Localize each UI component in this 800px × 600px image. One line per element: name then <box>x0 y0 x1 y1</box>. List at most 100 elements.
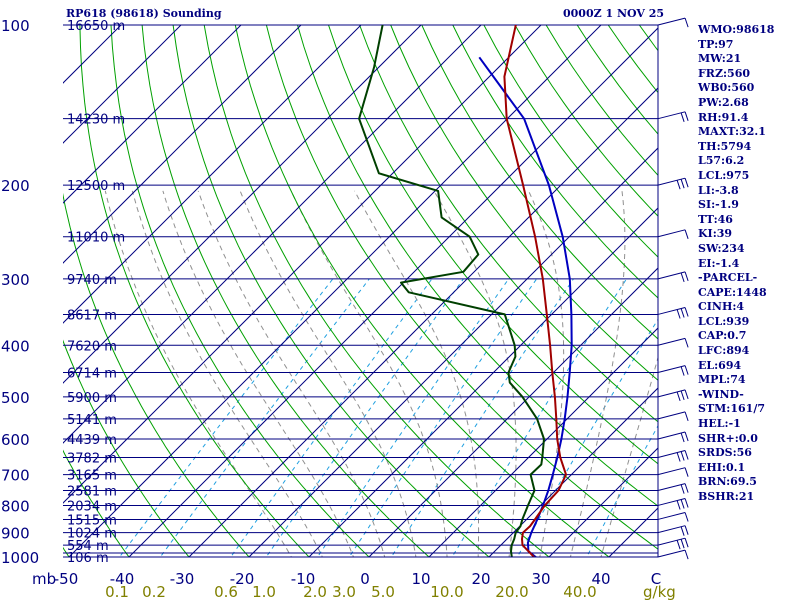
height-label: 554 m <box>67 539 109 554</box>
wind-barb-flag <box>684 178 689 188</box>
wind-barb-flag <box>684 17 689 28</box>
height-label: 6714 m <box>67 367 117 382</box>
wind-barb-staff <box>657 537 686 546</box>
wind-barb-flag <box>684 525 689 535</box>
valid-time: 0000Z 1 NOV 25 <box>563 7 665 20</box>
index-item: STM:161/7 <box>698 402 765 416</box>
wind-barb-flag <box>676 180 681 190</box>
wind-barb-flag <box>680 484 685 494</box>
wind-barb-staff <box>657 177 686 186</box>
dry-adiabat <box>63 546 70 557</box>
height-label: 1024 m <box>67 527 117 542</box>
pressure-tick-label: 300 <box>1 271 30 289</box>
pressure-tick-label: 1000 <box>1 549 39 567</box>
index-item: -WIND- <box>698 387 744 401</box>
height-label: 106 m <box>67 551 109 566</box>
wind-barb-flag <box>684 431 689 442</box>
wind-barb-flag <box>684 111 689 121</box>
index-item: TH:5794 <box>698 139 752 153</box>
wind-barb-staff <box>657 365 686 373</box>
moist-adiabat <box>162 190 355 557</box>
wind-barb-flag <box>676 500 681 510</box>
mixing-ratio-line <box>390 278 574 557</box>
pressure-tick-label: 900 <box>1 525 30 543</box>
dry-adiabat <box>110 25 370 557</box>
wind-barb-flag <box>680 179 685 189</box>
mixing-ratio-tick-label: 1.0 <box>252 583 276 600</box>
isotherm <box>188 87 658 557</box>
mixing-ratio-tick-label: 20.0 <box>495 583 528 600</box>
index-item: LI:-3.8 <box>698 183 739 197</box>
isotherm <box>368 267 658 557</box>
mixing-ratio-tick-label: 2.0 <box>303 583 327 600</box>
height-label: 2034 m <box>67 499 117 514</box>
index-item: BSHR:21 <box>698 490 755 503</box>
index-item: HEL:-1 <box>698 417 741 431</box>
isotherm <box>248 147 658 557</box>
index-item: FRZ:560 <box>698 66 751 80</box>
isotherm <box>128 27 658 557</box>
height-label: 5900 m <box>67 391 117 406</box>
index-item: CINH:4 <box>698 300 745 314</box>
parcel-line <box>478 56 573 557</box>
index-item: WB0:560 <box>698 81 755 95</box>
temperature-tick-label: 10 <box>411 570 430 588</box>
index-item: SRDS:56 <box>698 446 752 460</box>
index-item: EI:-1.4 <box>698 256 740 270</box>
mixing-ratio-line <box>516 318 658 557</box>
wind-barb-staff <box>657 450 686 458</box>
mixing-ratio-unit-label: g/kg <box>643 583 676 600</box>
wind-barb-flag <box>676 452 681 462</box>
wind-barb-flag <box>684 389 689 400</box>
isotherm <box>68 25 602 557</box>
plot-frame <box>63 25 659 558</box>
wind-barb-flag <box>680 308 685 318</box>
index-item: EHI:0.1 <box>698 460 746 474</box>
pressure-tick-label: 400 <box>1 337 30 355</box>
pressure-tick-label: 600 <box>1 431 30 449</box>
dry-adiabat <box>483 25 658 258</box>
moist-adiabat <box>433 190 517 557</box>
isotherm <box>63 25 482 444</box>
wind-barb-flag <box>684 229 689 239</box>
moist-adiabat <box>290 190 448 557</box>
wind-barb-flag <box>684 450 689 460</box>
mixing-ratio-tick-label: 40.0 <box>563 583 596 600</box>
wind-barb-flag <box>684 338 689 348</box>
index-item: CAP:0.7 <box>698 329 747 343</box>
mixing-ratio-tick-label: 0.2 <box>142 583 166 600</box>
wind-barb-flag <box>680 112 685 122</box>
pressure-tick-label: 100 <box>1 17 30 35</box>
index-item: CAPE:1448 <box>698 285 767 299</box>
wind-barb-flag <box>680 272 685 283</box>
mixing-ratio-tick-label: 3.0 <box>332 583 356 600</box>
index-item: MPL:74 <box>698 373 746 387</box>
temperature-line <box>503 25 567 557</box>
mixing-ratio-line <box>316 278 510 557</box>
mixing-ratio-line <box>118 278 334 557</box>
moist-adiabat <box>131 190 323 557</box>
temperature-tick-label: -30 <box>170 570 195 588</box>
mixing-ratio-line <box>265 278 464 557</box>
isotherm <box>548 447 658 557</box>
wind-barb-flag <box>676 309 681 319</box>
temperature-tick-label: -10 <box>291 570 316 588</box>
profiles <box>358 25 573 557</box>
wind-barb-staff <box>657 229 686 238</box>
index-item: LCL:975 <box>698 168 750 182</box>
height-label: 3165 m <box>67 469 117 484</box>
isotherm <box>488 387 658 557</box>
dry-adiabat <box>63 192 250 557</box>
wind-barb-staff <box>657 111 686 120</box>
wind-barb-flag <box>684 498 689 508</box>
height-label: 1515 m <box>67 513 117 528</box>
wind-barb-staff <box>657 17 686 26</box>
dry-adiabat <box>63 339 190 557</box>
wind-barb-flag <box>680 499 685 509</box>
dry-adiabat <box>390 25 658 381</box>
index-item: SW:234 <box>698 241 745 255</box>
wind-barb-flag <box>676 391 681 402</box>
temperature-tick-label: -20 <box>230 570 255 588</box>
mixing-ratio-tick-label: 10.0 <box>430 583 463 600</box>
